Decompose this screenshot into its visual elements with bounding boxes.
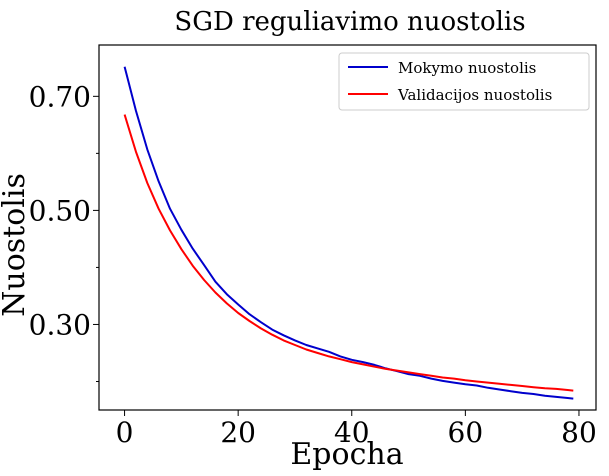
x-tick-label: 0: [116, 416, 134, 449]
x-tick-label: 80: [561, 416, 597, 449]
chart-title: SGD reguliavimo nuostolis: [174, 7, 525, 37]
y-axis-ticks: 0.30 0.50 0.70: [29, 80, 99, 382]
legend-label-training: Mokymo nuostolis: [398, 59, 536, 77]
legend: Mokymo nuostolis Validacijos nuostolis: [338, 52, 590, 111]
legend-label-validation: Validacijos nuostolis: [397, 86, 552, 104]
y-tick-label: 0.30: [29, 308, 91, 341]
legend-box: [338, 52, 590, 111]
y-axis-label: Nuostolis: [0, 173, 32, 317]
series-line-1: [123, 114, 574, 392]
series-layer: [123, 66, 574, 400]
series-line-0: [123, 66, 574, 400]
y-tick-label: 0.70: [29, 80, 91, 113]
y-tick-label: 0.50: [29, 194, 91, 227]
plot-frame: [98, 44, 597, 411]
x-axis-label: Epocha: [290, 437, 403, 472]
x-tick-label: 40: [334, 416, 370, 449]
x-axis-ticks: 0 20 40 60 80: [116, 410, 597, 449]
x-tick-label: 60: [448, 416, 484, 449]
x-tick-label: 20: [220, 416, 256, 449]
